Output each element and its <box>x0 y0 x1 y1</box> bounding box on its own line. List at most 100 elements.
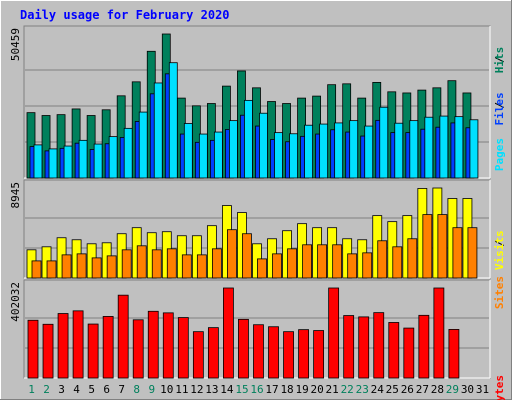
y-max-label: 8945 <box>9 182 22 209</box>
bar-pages-day-19 <box>304 124 313 179</box>
bar-pages-day-26 <box>409 120 419 179</box>
x-label-day-19: 19 <box>295 383 308 396</box>
x-label-day-2: 2 <box>43 383 50 396</box>
bar-kbytes-day-15 <box>238 318 249 379</box>
x-label-day-4: 4 <box>73 383 80 396</box>
bar-sites-day-27 <box>422 214 433 279</box>
bar-sites-day-16 <box>257 258 267 279</box>
bar-sites-day-24 <box>377 240 388 279</box>
bar-pages-day-16 <box>259 112 268 179</box>
bar-pages-day-5 <box>93 143 103 179</box>
legend-label: KBytes <box>493 375 506 400</box>
bar-sites-day-15 <box>242 233 252 279</box>
bar-sites-day-17 <box>272 253 282 279</box>
bar-kbytes-day-20 <box>313 330 325 379</box>
bar-kbytes-day-9 <box>147 310 159 379</box>
legend-kbytes: KBytes <box>493 375 506 400</box>
bar-kbytes-day-6 <box>102 316 114 379</box>
x-label-day-23: 23 <box>356 383 369 396</box>
bar-sites-day-8 <box>136 245 147 279</box>
x-label-day-1: 1 <box>28 383 35 396</box>
bar-pages-day-20 <box>319 123 329 179</box>
legend-label: Pages <box>493 138 506 171</box>
x-label-day-30: 30 <box>461 383 474 396</box>
bar-kbytes-day-14 <box>223 287 234 379</box>
x-label-day-9: 9 <box>148 383 155 396</box>
bar-sites-day-28 <box>437 214 448 279</box>
bar-pages-day-27 <box>424 116 434 179</box>
bar-kbytes-day-2 <box>42 323 54 379</box>
y-max-label: 50459 <box>9 28 22 61</box>
bar-sites-day-3 <box>61 254 72 279</box>
bar-pages-day-2 <box>48 148 58 179</box>
bar-pages-day-8 <box>138 111 148 179</box>
x-label-day-24: 24 <box>371 383 385 396</box>
x-label-day-28: 28 <box>431 383 444 396</box>
bar-kbytes-day-28 <box>433 287 445 379</box>
bar-pages-day-17 <box>274 132 283 179</box>
x-label-day-17: 17 <box>265 383 278 396</box>
x-label-day-10: 10 <box>160 383 173 396</box>
bar-sites-day-9 <box>151 249 162 279</box>
bar-sites-day-13 <box>211 248 222 279</box>
bar-sites-day-29 <box>452 227 463 279</box>
x-label-day-16: 16 <box>250 383 263 396</box>
bar-sites-day-22 <box>347 253 358 279</box>
bar-kbytes-day-24 <box>373 312 385 379</box>
bar-pages-day-18 <box>289 133 298 179</box>
bar-kbytes-day-12 <box>192 331 204 379</box>
chart-title: Daily usage for February 2020 <box>20 8 230 22</box>
legend-label: Visits <box>493 230 506 270</box>
bar-sites-day-26 <box>407 238 418 279</box>
bar-sites-day-4 <box>76 253 87 279</box>
bar-sites-day-11 <box>181 254 192 279</box>
bar-pages-day-28 <box>439 115 449 179</box>
bar-kbytes-day-29 <box>448 329 460 379</box>
bar-kbytes-day-19 <box>298 329 309 379</box>
bar-sites-day-20 <box>317 244 328 279</box>
x-label-day-20: 20 <box>311 383 324 396</box>
bar-sites-day-25 <box>392 246 403 279</box>
bar-sites-day-19 <box>302 244 312 279</box>
bar-pages-day-12 <box>198 133 208 179</box>
x-label-day-21: 21 <box>326 383 339 396</box>
panel-kbytes: 402032 <box>9 279 491 379</box>
bar-pages-day-14 <box>229 120 238 179</box>
x-label-day-13: 13 <box>205 383 218 396</box>
x-label-day-8: 8 <box>133 383 140 396</box>
bar-pages-day-6 <box>108 136 118 179</box>
x-label-day-22: 22 <box>341 383 354 396</box>
x-label-day-27: 27 <box>416 383 429 396</box>
bar-kbytes-day-5 <box>87 323 99 379</box>
bar-sites-day-30 <box>467 227 478 279</box>
bar-kbytes-day-11 <box>177 317 189 379</box>
bar-kbytes-day-26 <box>403 327 415 379</box>
chart-panels: 50459 8945 402032 <box>9 25 491 379</box>
legend-visits-sites: Sites / Visits <box>493 230 506 309</box>
bar-pages-day-13 <box>213 131 223 179</box>
legend-hits-files-pages: Pages / Files / Hits <box>493 47 506 171</box>
bar-sites-day-10 <box>166 248 177 279</box>
x-label-day-29: 29 <box>446 383 459 396</box>
bar-pages-day-24 <box>379 106 389 179</box>
bar-sites-day-14 <box>227 229 237 279</box>
bar-kbytes-day-8 <box>132 319 144 379</box>
bar-sites-day-1 <box>31 260 42 279</box>
bar-kbytes-day-4 <box>72 310 84 379</box>
bar-pages-day-21 <box>334 122 344 179</box>
bar-sites-day-23 <box>362 252 373 279</box>
bar-sites-day-6 <box>106 255 117 279</box>
bar-kbytes-day-3 <box>57 313 69 379</box>
legend-separator: / <box>493 102 506 109</box>
bar-kbytes-day-27 <box>418 314 430 379</box>
x-label-day-12: 12 <box>190 383 203 396</box>
bar-sites-day-12 <box>196 254 207 279</box>
legend-label: Files <box>493 92 506 125</box>
bar-pages-day-3 <box>63 145 73 179</box>
bar-pages-day-9 <box>153 82 163 179</box>
bar-sites-day-5 <box>91 257 102 279</box>
legend-separator: / <box>493 56 506 63</box>
bar-kbytes-day-25 <box>388 322 400 379</box>
legend-label: Sites <box>493 276 506 309</box>
